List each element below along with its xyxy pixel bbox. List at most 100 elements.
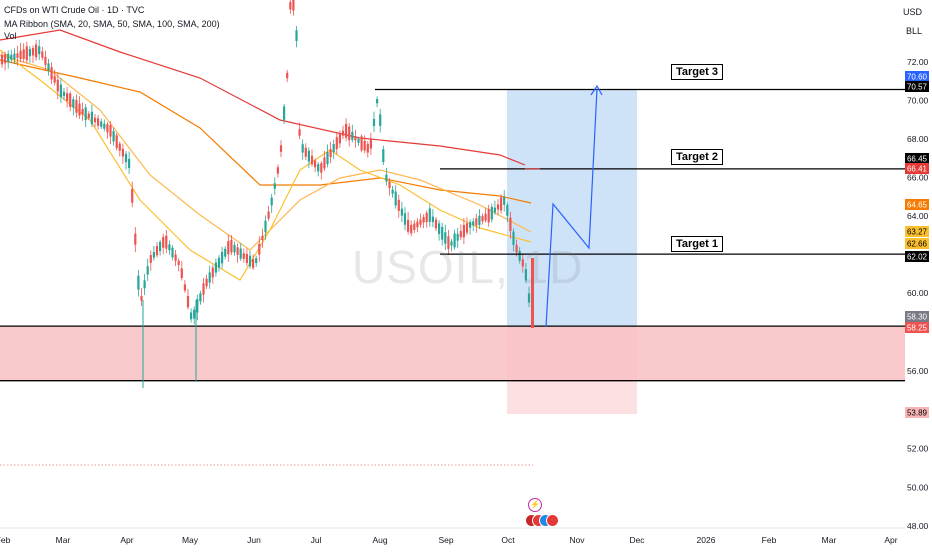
candle[interactable] <box>512 231 515 245</box>
candle[interactable] <box>217 257 221 268</box>
candle[interactable] <box>490 206 493 220</box>
candle[interactable] <box>168 244 171 251</box>
candle[interactable] <box>298 129 301 136</box>
candle[interactable] <box>317 164 320 172</box>
candle[interactable] <box>183 284 186 291</box>
candle[interactable] <box>202 283 205 295</box>
candle[interactable] <box>236 247 239 255</box>
candle[interactable] <box>190 312 193 320</box>
candle[interactable] <box>484 213 487 221</box>
candle[interactable] <box>391 189 394 194</box>
candle[interactable] <box>137 275 140 290</box>
candle[interactable] <box>149 255 152 263</box>
candle[interactable] <box>450 241 453 246</box>
candle[interactable] <box>376 99 379 104</box>
candle[interactable] <box>109 125 112 137</box>
candle[interactable] <box>279 145 283 152</box>
candle[interactable] <box>211 267 214 278</box>
candle[interactable] <box>310 155 314 165</box>
candle[interactable] <box>459 231 462 238</box>
price-badge-5[interactable] <box>905 226 929 237</box>
candle[interactable] <box>295 30 298 41</box>
candle[interactable] <box>493 207 496 213</box>
last-candle[interactable] <box>531 258 534 328</box>
candle[interactable] <box>465 223 469 233</box>
candle[interactable] <box>366 143 369 153</box>
candle[interactable] <box>87 113 90 119</box>
candle[interactable] <box>363 140 366 151</box>
candle[interactable] <box>500 197 503 211</box>
candle[interactable] <box>78 103 81 116</box>
candle[interactable] <box>270 197 273 206</box>
candle[interactable] <box>292 0 295 11</box>
price-badge-7[interactable] <box>905 251 929 262</box>
candle[interactable] <box>400 208 403 216</box>
candle[interactable] <box>372 118 376 127</box>
candle[interactable] <box>478 215 481 225</box>
candle[interactable] <box>171 247 174 258</box>
candle[interactable] <box>245 253 248 264</box>
candle[interactable] <box>416 221 419 228</box>
candle[interactable] <box>515 244 518 253</box>
candle[interactable] <box>131 188 134 203</box>
candle[interactable] <box>239 248 242 259</box>
candle[interactable] <box>103 123 106 129</box>
candle[interactable] <box>410 224 413 234</box>
candle[interactable] <box>524 269 527 281</box>
candle[interactable] <box>90 111 93 125</box>
candle[interactable] <box>419 219 422 225</box>
candle[interactable] <box>332 144 335 153</box>
candle[interactable] <box>394 191 397 206</box>
candle[interactable] <box>159 241 162 252</box>
candle[interactable] <box>62 91 66 97</box>
candle[interactable] <box>165 235 168 249</box>
candle[interactable] <box>456 233 459 241</box>
candle[interactable] <box>208 272 211 283</box>
candle[interactable] <box>59 84 62 98</box>
candle[interactable] <box>112 131 115 142</box>
candle[interactable] <box>41 51 44 58</box>
candle[interactable] <box>357 138 360 143</box>
target-3-label[interactable]: Target 3 <box>671 64 723 80</box>
candle[interactable] <box>93 117 97 123</box>
candle[interactable] <box>345 123 348 138</box>
candle[interactable] <box>422 216 425 223</box>
target-1-label[interactable]: Target 1 <box>671 236 723 252</box>
candle[interactable] <box>205 278 208 287</box>
candle[interactable] <box>335 137 338 150</box>
candle[interactable] <box>314 160 317 168</box>
candle[interactable] <box>496 204 500 210</box>
candle[interactable] <box>518 250 521 261</box>
candle[interactable] <box>462 224 465 238</box>
candle[interactable] <box>267 211 270 219</box>
candle[interactable] <box>289 2 292 10</box>
candle[interactable] <box>283 106 286 120</box>
candle[interactable] <box>233 244 236 253</box>
candle[interactable] <box>407 219 410 232</box>
price-badge-3[interactable] <box>905 163 929 174</box>
candle[interactable] <box>354 136 357 141</box>
candle[interactable] <box>447 236 450 249</box>
candle[interactable] <box>472 221 475 226</box>
candle[interactable] <box>248 255 252 267</box>
candle[interactable] <box>348 126 351 141</box>
candle[interactable] <box>264 220 267 233</box>
candle[interactable] <box>121 148 124 157</box>
candle[interactable] <box>521 259 524 267</box>
candle[interactable] <box>441 226 444 240</box>
candle[interactable] <box>403 213 407 225</box>
candle[interactable] <box>134 233 137 245</box>
candle[interactable] <box>481 216 484 222</box>
candle[interactable] <box>469 222 472 228</box>
candle[interactable] <box>22 49 25 59</box>
candle[interactable] <box>307 150 310 162</box>
candle[interactable] <box>152 252 155 258</box>
candle[interactable] <box>320 163 323 173</box>
candle[interactable] <box>388 181 391 189</box>
candle[interactable] <box>19 50 22 60</box>
candle[interactable] <box>35 44 38 58</box>
candle[interactable] <box>413 223 416 231</box>
candle[interactable] <box>31 47 35 56</box>
